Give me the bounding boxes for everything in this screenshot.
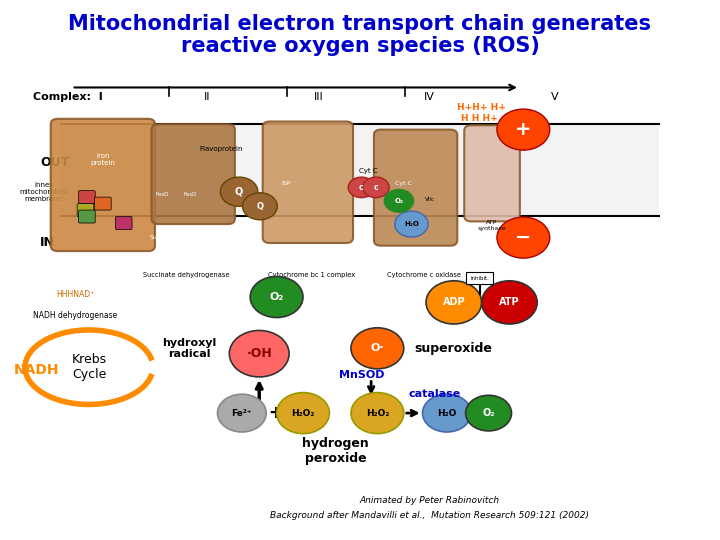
Text: +: + xyxy=(515,120,531,139)
Text: IN: IN xyxy=(40,237,55,249)
Text: catalase: catalase xyxy=(408,389,461,399)
Text: hydroxyl
radical: hydroxyl radical xyxy=(163,338,217,359)
FancyBboxPatch shape xyxy=(467,272,492,284)
Text: c: c xyxy=(359,183,364,192)
Circle shape xyxy=(497,217,550,258)
Text: ADP: ADP xyxy=(443,298,465,307)
Circle shape xyxy=(426,281,482,324)
FancyBboxPatch shape xyxy=(94,197,111,210)
Text: ·OH: ·OH xyxy=(246,347,272,360)
Text: Complex:  I: Complex: I xyxy=(33,92,103,102)
Text: c: c xyxy=(374,183,378,192)
Circle shape xyxy=(482,281,537,324)
Text: H₂O: H₂O xyxy=(437,409,456,417)
Circle shape xyxy=(276,393,330,434)
Text: Mitochondrial electron transport chain generates: Mitochondrial electron transport chain g… xyxy=(68,14,652,35)
Text: Animated by Peter Rabinovitch: Animated by Peter Rabinovitch xyxy=(359,496,500,505)
Text: V: V xyxy=(551,92,559,102)
Circle shape xyxy=(220,177,258,206)
Text: IV: IV xyxy=(424,92,435,102)
Circle shape xyxy=(230,330,289,377)
Text: Inner
mitochondrial
membrane: Inner mitochondrial membrane xyxy=(19,181,68,202)
Circle shape xyxy=(423,394,471,432)
Circle shape xyxy=(250,276,303,318)
FancyBboxPatch shape xyxy=(464,125,520,221)
Text: Cyt C: Cyt C xyxy=(359,168,378,174)
Text: inhibit.: inhibit. xyxy=(470,275,489,281)
FancyBboxPatch shape xyxy=(151,124,235,224)
FancyBboxPatch shape xyxy=(78,210,95,223)
Text: Q: Q xyxy=(235,187,243,197)
Text: Flavoprotein: Flavoprotein xyxy=(199,145,243,152)
Text: ATP
synthase: ATP synthase xyxy=(478,220,506,231)
FancyBboxPatch shape xyxy=(77,204,94,217)
Text: III: III xyxy=(313,92,323,102)
Circle shape xyxy=(351,393,404,434)
Circle shape xyxy=(243,193,277,220)
Circle shape xyxy=(395,211,428,237)
FancyBboxPatch shape xyxy=(61,124,659,216)
Text: Cytochrome c oxidase: Cytochrome c oxidase xyxy=(387,272,461,279)
Text: Iron
protein: Iron protein xyxy=(91,153,115,166)
Circle shape xyxy=(497,109,550,150)
Circle shape xyxy=(19,313,158,421)
Text: +: + xyxy=(460,406,473,421)
FancyBboxPatch shape xyxy=(50,119,155,251)
Text: FesD: FesD xyxy=(183,192,197,197)
Text: −: − xyxy=(515,228,531,247)
Text: FesD: FesD xyxy=(156,192,168,197)
Text: Fe²⁺: Fe²⁺ xyxy=(232,409,252,417)
Text: O·: O· xyxy=(371,343,384,353)
Text: Succinate: Succinate xyxy=(150,235,181,240)
Text: Cyt C: Cyt C xyxy=(395,181,413,186)
Circle shape xyxy=(363,177,390,198)
FancyBboxPatch shape xyxy=(374,130,457,246)
Text: +: + xyxy=(269,404,282,422)
Text: O₂: O₂ xyxy=(395,198,403,204)
Circle shape xyxy=(348,177,374,198)
Circle shape xyxy=(351,328,404,369)
Text: H₂O₂: H₂O₂ xyxy=(366,409,389,417)
Text: ISP: ISP xyxy=(281,181,290,186)
Text: H₂O₂: H₂O₂ xyxy=(292,409,315,417)
FancyBboxPatch shape xyxy=(78,191,95,204)
Text: Background after Mandavilli et al.,  Mutation Research 509:121 (2002): Background after Mandavilli et al., Muta… xyxy=(270,511,589,520)
Text: NADH: NADH xyxy=(14,363,60,377)
Circle shape xyxy=(217,394,266,432)
Text: hydrogen
peroxide: hydrogen peroxide xyxy=(302,437,369,465)
Text: H₂O: H₂O xyxy=(404,221,419,227)
Text: VIIc: VIIc xyxy=(425,197,434,202)
Text: O₂: O₂ xyxy=(269,292,284,302)
Text: II: II xyxy=(204,92,210,102)
Text: H+H+ H+: H+H+ H+ xyxy=(457,104,506,112)
Text: Cytochrome bc 1 complex: Cytochrome bc 1 complex xyxy=(268,272,355,279)
Text: O₂: O₂ xyxy=(482,408,495,418)
Text: superoxide: superoxide xyxy=(414,342,492,355)
Circle shape xyxy=(384,190,413,212)
Text: H H H+: H H H+ xyxy=(462,114,498,123)
Text: Krebs
Cycle: Krebs Cycle xyxy=(71,353,107,381)
Text: reactive oxygen species (ROS): reactive oxygen species (ROS) xyxy=(181,36,539,56)
FancyBboxPatch shape xyxy=(263,122,353,243)
Text: Fumarate: Fumarate xyxy=(185,243,215,248)
Text: Succinate dehydrogenase: Succinate dehydrogenase xyxy=(143,272,230,279)
Text: OUT: OUT xyxy=(40,156,70,168)
Circle shape xyxy=(466,395,511,431)
FancyBboxPatch shape xyxy=(115,217,132,230)
Text: HHHNAD⁺: HHHNAD⁺ xyxy=(56,290,94,299)
Text: ATP: ATP xyxy=(499,298,520,307)
Text: Q: Q xyxy=(256,202,264,211)
Text: NADH dehydrogenase: NADH dehydrogenase xyxy=(33,312,117,320)
Text: MnSOD: MnSOD xyxy=(339,370,384,380)
